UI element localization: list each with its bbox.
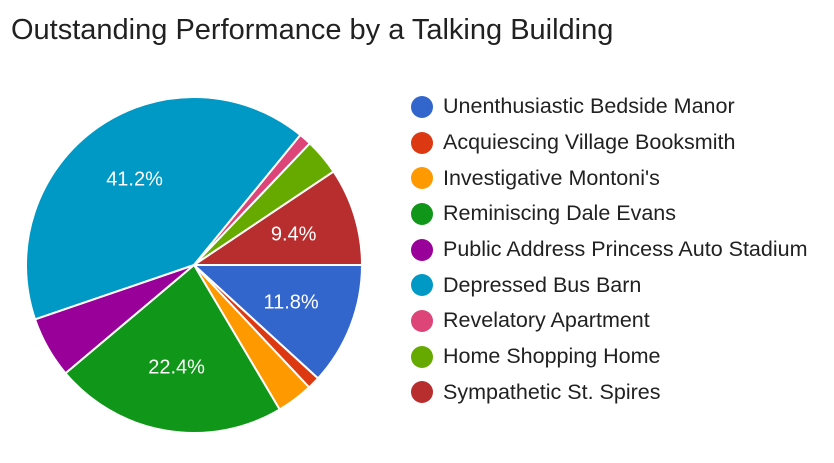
legend-item-public-address-princess-auto-stadium[interactable]: Public Address Princess Auto Stadium [411, 232, 808, 268]
legend-swatch-icon [411, 167, 433, 190]
chart-title: Outstanding Performance by a Talking Bui… [11, 14, 614, 46]
legend-item-depressed-bus-barn[interactable]: Depressed Bus Barn [411, 267, 808, 303]
legend-swatch-icon [411, 131, 433, 154]
legend: Unenthusiastic Bedside Manor Acquiescing … [411, 89, 808, 410]
legend-item-unenthusiastic-bedside-manor[interactable]: Unenthusiastic Bedside Manor [411, 89, 808, 125]
legend-swatch-icon [411, 238, 433, 261]
legend-label: Revelatory Apartment [443, 308, 650, 333]
slice-data-label: 22.4% [148, 357, 205, 379]
legend-swatch-icon [411, 309, 433, 332]
slice-data-label: 9.4% [271, 224, 317, 246]
legend-item-acquiescing-village-booksmith[interactable]: Acquiescing Village Booksmith [411, 125, 808, 161]
legend-swatch-icon [411, 202, 433, 225]
legend-label: Unenthusiastic Bedside Manor [443, 94, 735, 119]
legend-label: Depressed Bus Barn [443, 272, 642, 297]
legend-swatch-icon [411, 274, 433, 297]
legend-label: Acquiescing Village Booksmith [443, 130, 736, 155]
slice-data-label: 41.2% [106, 168, 163, 190]
legend-item-home-shopping-home[interactable]: Home Shopping Home [411, 339, 808, 375]
legend-label: Reminiscing Dale Evans [443, 201, 677, 226]
pie-slice-reminiscing-dale-evans[interactable] [64, 263, 282, 434]
pie-slice-depressed-bus-barn[interactable] [25, 96, 302, 321]
legend-item-sympathetic-st-spires[interactable]: Sympathetic St. Spires [411, 375, 808, 411]
legend-label: Home Shopping Home [443, 344, 661, 369]
legend-swatch-icon [411, 345, 433, 368]
legend-label: Investigative Montoni's [443, 165, 660, 190]
legend-swatch-icon [411, 95, 433, 118]
legend-label: Public Address Princess Auto Stadium [443, 237, 808, 262]
legend-label: Sympathetic St. Spires [443, 379, 661, 404]
legend-item-revelatory-apartment[interactable]: Revelatory Apartment [411, 303, 808, 339]
legend-item-investigative-montoni-s[interactable]: Investigative Montoni's [411, 160, 808, 196]
pie-slice-unenthusiastic-bedside-manor[interactable] [191, 264, 364, 380]
legend-item-reminiscing-dale-evans[interactable]: Reminiscing Dale Evans [411, 196, 808, 232]
legend-swatch-icon [411, 381, 433, 404]
slice-data-label: 11.8% [263, 292, 318, 314]
pie-slice-sympathetic-st-spires[interactable] [190, 170, 364, 266]
